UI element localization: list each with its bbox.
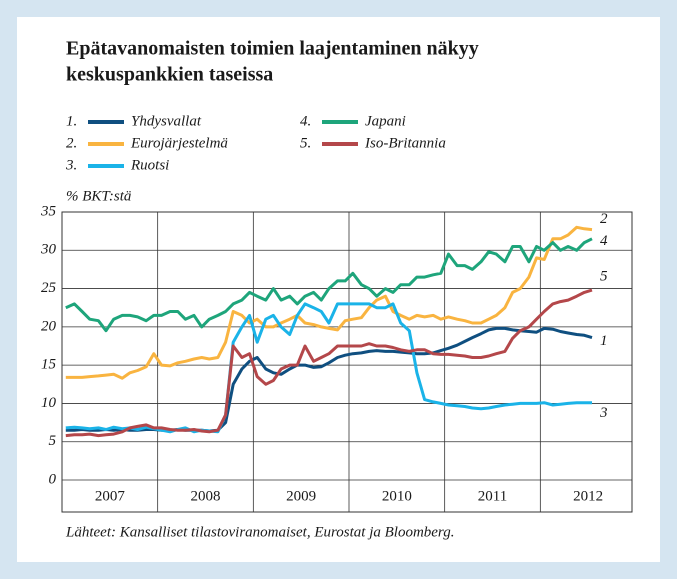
y-tick-label: 25 [41,280,57,296]
legend-label: Japani [365,113,406,129]
end-label: 4 [600,233,608,249]
source: Lähteet: Kansalliset tilastoviranomaiset… [65,524,454,540]
x-tick-label: 2007 [95,488,126,504]
x-tick-label: 2010 [382,488,412,504]
panel [17,17,660,562]
end-label: 1 [600,333,608,349]
series-line [65,288,593,438]
y-tick-label: 20 [41,318,57,334]
end-label: 3 [599,405,608,421]
series-line [65,225,593,380]
y-tick-label: 5 [49,433,57,449]
x-tick-label: 2012 [573,488,603,504]
y-tick-label: 30 [40,242,57,258]
legend-label: Yhdysvallat [131,113,202,129]
legend-number: 1. [66,113,77,129]
legend-number: 2. [66,135,77,151]
legend-label: Iso-Britannia [364,135,446,151]
end-label: 2 [600,211,608,227]
end-label: 5 [600,269,608,285]
legend-number: 5. [300,135,311,151]
legend-number: 4. [300,113,311,129]
chart-title: keskuspankkien taseissa [66,64,273,86]
y-tick-label: 10 [41,395,57,411]
y-tick-label: 15 [41,357,57,373]
legend-label: Ruotsi [130,157,169,173]
plot-frame [61,211,633,513]
chart-title: Epätavanomaisten toimien laajentaminen n… [66,38,479,60]
y-tick-label: 0 [49,471,57,487]
series-line [65,237,593,333]
y-tick-label: 35 [40,203,57,219]
x-tick-label: 2008 [191,488,221,504]
legend-number: 3. [65,157,77,173]
legend-label: Eurojärjestelmä [130,135,228,151]
y-axis-label: % BKT:stä [66,188,131,204]
x-tick-label: 2011 [478,488,507,504]
x-tick-label: 2009 [286,488,316,504]
